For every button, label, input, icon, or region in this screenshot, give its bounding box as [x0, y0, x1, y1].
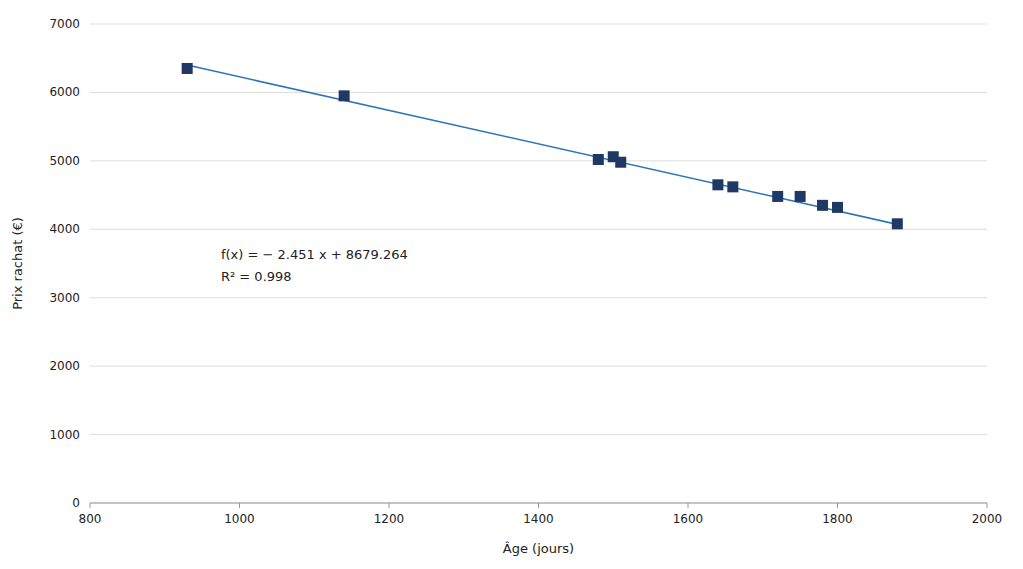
y-tick-label: 2000: [49, 359, 80, 373]
scatter-point: [593, 154, 604, 165]
scatter-point: [339, 90, 350, 101]
scatter-point: [615, 157, 626, 168]
x-tick-label: 1400: [523, 512, 554, 526]
annotation: f(x) = − 2.451 x + 8679.264: [221, 247, 408, 262]
grid-line: [90, 24, 987, 25]
y-tick-label: 0: [72, 496, 80, 510]
x-tick-label: 1000: [224, 512, 255, 526]
x-tick-label: 1800: [822, 512, 853, 526]
annotation: R² = 0.998: [221, 269, 292, 284]
x-tick: [837, 503, 838, 508]
plot-data: [182, 63, 903, 229]
x-tick-label: 800: [79, 512, 102, 526]
scatter-point: [182, 63, 193, 74]
grid-line: [90, 434, 987, 435]
y-tick-label: 1000: [49, 428, 80, 442]
y-tick-label: 4000: [49, 222, 80, 236]
grid-line: [90, 366, 987, 367]
scatter-point: [892, 218, 903, 229]
x-tick: [389, 503, 390, 508]
scatter-point: [795, 191, 806, 202]
x-tick: [688, 503, 689, 508]
x-tick: [538, 503, 539, 508]
scatter-point: [712, 179, 723, 190]
grid-line: [90, 160, 987, 161]
grid-line: [90, 92, 987, 93]
scatter-point: [832, 202, 843, 213]
chart: 0 1000 2000 3000 4000 5000 6000 7000 800 1000 1200…: [0, 0, 1023, 569]
grid-line: [90, 297, 987, 298]
grid: [90, 24, 987, 503]
x-tick: [90, 503, 91, 508]
scatter-point: [817, 200, 828, 211]
x-tick: [987, 503, 988, 508]
y-tick-label: 7000: [49, 17, 80, 31]
scatter-point: [727, 181, 738, 192]
x-tick-label: 2000: [972, 512, 1003, 526]
scatter-point: [772, 191, 783, 202]
scatter-points: [182, 63, 903, 229]
y-axis-title: Prix rachat (€): [10, 217, 25, 310]
regression-line: [187, 65, 897, 224]
x-tick-label: 1200: [374, 512, 405, 526]
y-tick-label: 3000: [49, 291, 80, 305]
x-axis-title: Âge (jours): [503, 541, 574, 556]
x-tick-label: 1600: [673, 512, 704, 526]
grid-line: [90, 229, 987, 230]
x-tick: [239, 503, 240, 508]
y-tick-label: 5000: [49, 154, 80, 168]
x-axis: 800 1000 1200 1400 1600 1800 2000: [79, 503, 1003, 526]
y-tick-label: 6000: [49, 85, 80, 99]
